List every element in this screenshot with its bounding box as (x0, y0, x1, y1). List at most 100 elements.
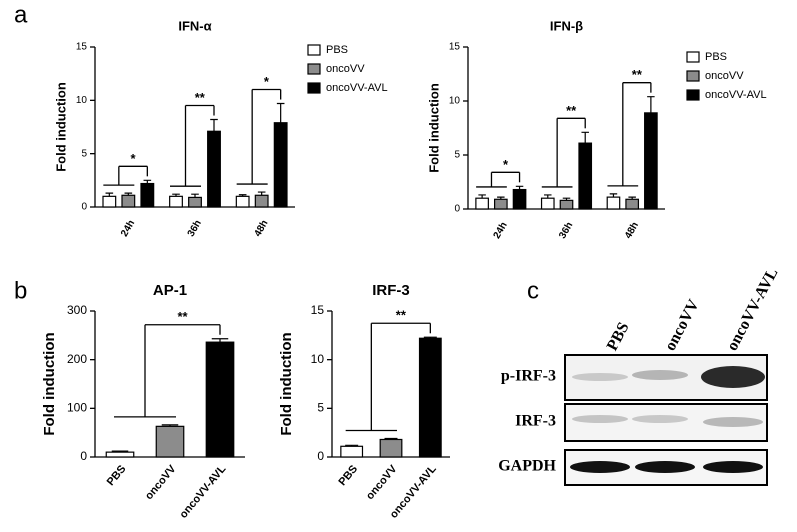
band (570, 461, 630, 473)
panel-label: a (14, 1, 28, 28)
x-tick-label: PBS (336, 463, 360, 488)
bar (644, 112, 658, 210)
y-tick-label: 10 (449, 96, 461, 107)
error-bar (238, 194, 247, 197)
y-tick-label: 0 (80, 449, 87, 463)
bar (105, 451, 135, 458)
x-tick-label: 24h (119, 218, 137, 238)
error-bar (276, 102, 285, 123)
band (701, 366, 765, 388)
y-tick-label: 200 (67, 352, 87, 366)
legend-swatch (307, 44, 321, 56)
significance-label: * (131, 151, 137, 166)
chart-title: IFN-α (178, 18, 211, 33)
bar (512, 188, 527, 210)
error-bar (211, 338, 229, 343)
bar (254, 194, 269, 208)
y-tick-label: 15 (449, 42, 461, 53)
bar (273, 122, 288, 208)
bar (625, 198, 640, 210)
error-bar (143, 179, 152, 184)
error-bar (423, 336, 437, 339)
panel-label: c (527, 277, 539, 304)
band (632, 370, 688, 380)
error-bar (124, 192, 133, 196)
bar (235, 195, 250, 208)
band (572, 415, 628, 423)
x-tick-label: oncoVV-AVL (177, 463, 228, 521)
row-label: IRF-3 (515, 413, 556, 430)
error-bar (172, 193, 180, 197)
bar (578, 142, 593, 210)
legend-label: PBS (705, 51, 727, 63)
lane-label: PBS (604, 320, 633, 354)
legend-label: oncoVV (326, 63, 365, 75)
lane-label: oncoVV-AVL (724, 265, 782, 353)
row-label: p-IRF-3 (501, 368, 556, 385)
x-tick-label: 48h (623, 220, 641, 240)
y-tick-label: 0 (317, 449, 324, 463)
y-tick-label: 5 (454, 150, 460, 161)
band (703, 461, 763, 473)
chart-title: IFN-β (550, 18, 583, 33)
y-tick-label: 15 (76, 42, 88, 53)
y-axis-label: Fold induction (426, 83, 441, 173)
error-bar (581, 131, 589, 144)
x-tick-label: 24h (492, 220, 510, 240)
x-tick-label: 48h (252, 218, 270, 238)
bar (606, 196, 621, 210)
significance-label: ** (195, 90, 206, 105)
error-bar (647, 96, 655, 113)
band (635, 461, 695, 473)
legend-label: oncoVV-AVL (326, 82, 388, 94)
y-tick-label: 10 (76, 95, 88, 106)
error-bar (210, 118, 218, 132)
bar (493, 198, 508, 210)
error-bar (191, 193, 199, 198)
panel-label: b (14, 277, 27, 304)
error-bar (515, 185, 524, 190)
bar (188, 196, 202, 208)
legend-swatch (307, 63, 321, 75)
lane-label: oncoVV (662, 297, 703, 354)
legend-swatch (307, 82, 321, 94)
legend-swatch (686, 89, 700, 101)
error-bar (111, 450, 129, 453)
bar (418, 337, 442, 458)
bar (121, 194, 136, 208)
error-bar (628, 196, 636, 200)
legend-swatch (686, 51, 700, 63)
band (632, 415, 688, 423)
chart-title: IRF-3 (372, 282, 410, 299)
x-tick-label: oncoVV (364, 463, 400, 503)
error-bar (497, 196, 505, 200)
significance-label: ** (566, 103, 577, 118)
y-tick-label: 10 (311, 352, 325, 366)
error-bar (105, 192, 114, 197)
x-tick-label: 36h (557, 220, 575, 240)
significance-label: ** (177, 309, 188, 324)
x-tick-label: oncoVV (143, 463, 179, 503)
significance-label: ** (396, 308, 407, 323)
bar (540, 197, 555, 210)
bar (340, 445, 364, 458)
bar (207, 130, 221, 208)
y-tick-label: 0 (454, 204, 460, 215)
error-bar (345, 444, 359, 447)
error-bar (257, 191, 266, 196)
bar (475, 197, 489, 210)
x-tick-label: PBS (105, 463, 129, 488)
bar (140, 182, 155, 208)
row-label: GAPDH (498, 458, 556, 475)
error-bar (544, 194, 552, 199)
band (703, 417, 763, 427)
y-tick-label: 300 (67, 303, 87, 317)
y-tick-label: 15 (311, 303, 325, 317)
y-tick-label: 5 (81, 148, 87, 159)
bar (205, 341, 235, 458)
significance-label: ** (632, 67, 643, 82)
bar (169, 195, 183, 208)
significance-label: * (503, 157, 509, 172)
error-bar (609, 193, 618, 198)
